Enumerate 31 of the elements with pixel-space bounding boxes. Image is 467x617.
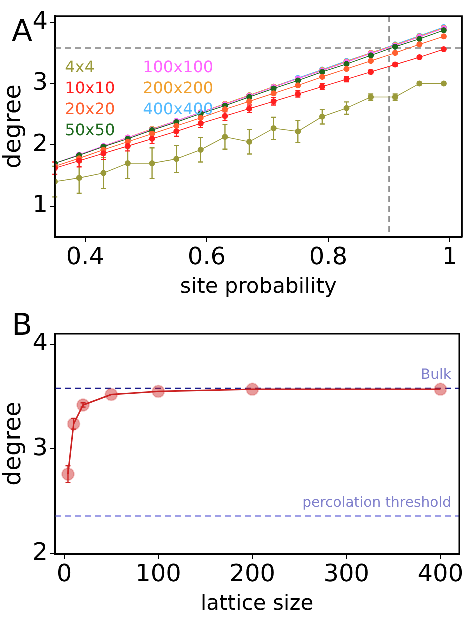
ref-line-label: Bulk <box>421 367 452 384</box>
y-tick-label: 3 <box>32 433 48 462</box>
y-axis-title: degree <box>0 402 27 486</box>
ref-line-label: percolation threshold <box>302 494 452 511</box>
y-tick-label: 2 <box>32 129 48 158</box>
x-tick-label: 1 <box>442 242 458 271</box>
text: B <box>12 308 33 343</box>
text: 4x4 <box>65 58 95 77</box>
y-tick-label: 4 <box>32 6 48 35</box>
x-tick-label: 300 <box>324 560 370 588</box>
series-label: 50x50 <box>65 120 116 140</box>
y-tick-label: 4 <box>32 328 48 357</box>
text: 10x10 <box>65 78 116 98</box>
y-tick-label: 2 <box>32 538 48 566</box>
x-tick-label: 0.8 <box>309 242 348 271</box>
y-tick-label: 3 <box>32 68 48 96</box>
series-label: 20x20 <box>65 100 116 119</box>
x-tick-label: 200 <box>230 560 276 588</box>
series-label: 100x100 <box>143 58 214 77</box>
x-tick-label: 100 <box>136 560 182 588</box>
series-label: 200x200 <box>143 78 214 98</box>
x-tick-label: 400 <box>418 560 464 588</box>
y-axis-title: degree <box>0 84 27 169</box>
x-tick-label: 0 <box>56 560 72 588</box>
x-axis-title: lattice size <box>200 590 314 615</box>
y-tick-label: 1 <box>32 190 48 219</box>
text: A <box>12 14 33 49</box>
x-tick-label: 0.4 <box>66 242 105 271</box>
series-label: 400x400 <box>143 100 214 119</box>
x-axis-title: site probability <box>180 274 337 298</box>
x-tick-label: 0.6 <box>188 242 226 271</box>
